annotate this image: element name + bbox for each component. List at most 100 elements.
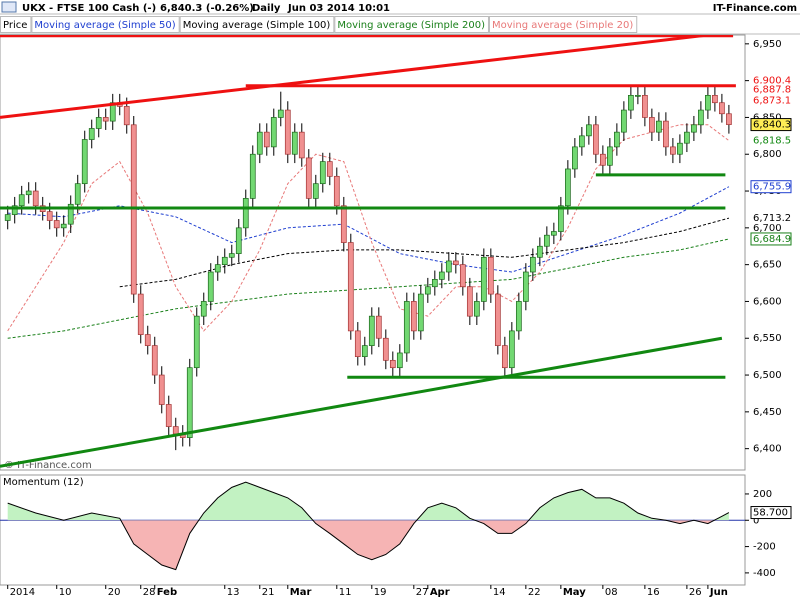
y-tick-label: 0 — [753, 515, 759, 526]
candle-body — [459, 264, 466, 288]
momentum-line — [7, 481, 730, 571]
candle-body — [249, 153, 256, 199]
price-tag — [750, 118, 792, 132]
candle-body — [4, 214, 11, 221]
momentum-tag — [750, 506, 792, 520]
x-tick-label: 19 — [374, 587, 387, 598]
chart-subtitle: 6,840.3 (-0.26%) — [160, 3, 254, 14]
legend-box — [334, 16, 489, 33]
candle-body — [663, 120, 669, 148]
moving-average-line — [119, 217, 730, 288]
candle-body — [137, 293, 144, 335]
candle-body — [614, 131, 620, 148]
legend-label: Moving average (Simple 50) — [34, 20, 175, 31]
candle-body — [186, 367, 193, 438]
candle-body — [123, 106, 130, 126]
price-tag — [750, 232, 792, 246]
y-tick-label: 6,600 — [753, 296, 782, 307]
price-tag — [751, 212, 791, 225]
legend-label: Price — [3, 20, 27, 31]
chart-title: UKX - FTSE 100 Cash (-) — [22, 3, 156, 14]
candle-body — [607, 146, 613, 166]
x-tick-label: 28 — [143, 587, 156, 598]
momentum-fill-negative — [120, 520, 715, 570]
y-tick-label: 6,700 — [753, 223, 782, 234]
candle-body — [361, 345, 368, 357]
candle-body — [719, 102, 725, 115]
x-tick-label: 11 — [339, 587, 352, 598]
momentum-fill-positive — [7, 482, 729, 521]
candle-body — [46, 211, 53, 221]
candle-body — [312, 183, 319, 199]
candle-body — [277, 109, 284, 118]
candle-body — [726, 113, 732, 125]
candle-body — [263, 131, 270, 148]
candle-body — [586, 124, 592, 137]
y-tick-label: 6,550 — [753, 333, 782, 344]
moving-average-line — [7, 124, 730, 332]
candle-body — [649, 117, 655, 133]
x-tick-label: 14 — [493, 587, 506, 598]
candle-body — [333, 175, 340, 207]
candle-body — [256, 131, 263, 155]
x-tick-label: Mar — [290, 587, 312, 598]
candle-body — [565, 168, 571, 207]
trend-line — [0, 35, 721, 119]
trend-line — [0, 336, 723, 468]
candle-body — [95, 117, 102, 129]
candle-body — [25, 190, 32, 196]
candle-body — [18, 194, 25, 207]
candle-body — [88, 128, 95, 140]
moving-average-line — [7, 238, 730, 339]
candle-body — [291, 131, 298, 155]
y-tick-label: -200 — [753, 542, 776, 553]
candle-body — [158, 374, 165, 405]
x-tick-label: 16 — [647, 587, 660, 598]
candle-body — [431, 279, 438, 288]
candle-body — [494, 293, 501, 346]
legend-box — [488, 16, 638, 33]
price-tag-label: 6,873.1 — [753, 95, 791, 106]
candle-body — [67, 203, 74, 225]
candle-body — [144, 334, 151, 346]
candle-body — [424, 286, 431, 295]
candle-body — [635, 95, 641, 97]
candle-body — [466, 286, 473, 317]
candle-body — [452, 260, 459, 265]
candle-body — [284, 109, 291, 155]
candle-body — [417, 293, 424, 332]
candle-body — [522, 271, 529, 302]
candle-body — [558, 205, 564, 232]
candle-body — [705, 95, 711, 111]
watermark: © IT-Finance.com — [4, 460, 92, 471]
momentum-panel — [0, 474, 746, 586]
candle-body — [228, 253, 235, 258]
candle-body — [326, 161, 333, 177]
price-tag — [751, 74, 791, 87]
momentum-plot — [0, 481, 745, 571]
x-tick-label: Feb — [157, 587, 177, 598]
candle-body — [445, 260, 452, 273]
candle-body — [487, 256, 494, 295]
candle-body — [207, 271, 214, 302]
x-tick-label: 26 — [689, 587, 702, 598]
x-tick-label: May — [563, 587, 586, 598]
legend-box — [179, 16, 335, 33]
y-tick-label: 6,850 — [753, 112, 782, 123]
x-tick-label: 2014 — [10, 587, 35, 598]
candle-body — [354, 330, 361, 357]
price-plot — [0, 35, 736, 468]
candle-body — [642, 95, 648, 118]
y-tick-label: 6,800 — [753, 149, 782, 160]
candle-body — [81, 139, 88, 185]
y-tick-label: 200 — [753, 489, 772, 500]
candle-body — [508, 330, 515, 369]
candle-body — [670, 146, 676, 155]
candle-body — [172, 426, 179, 435]
price-tag-label: 6,755.9 — [753, 182, 791, 193]
candle-body — [656, 120, 662, 133]
candle-body — [221, 256, 228, 265]
